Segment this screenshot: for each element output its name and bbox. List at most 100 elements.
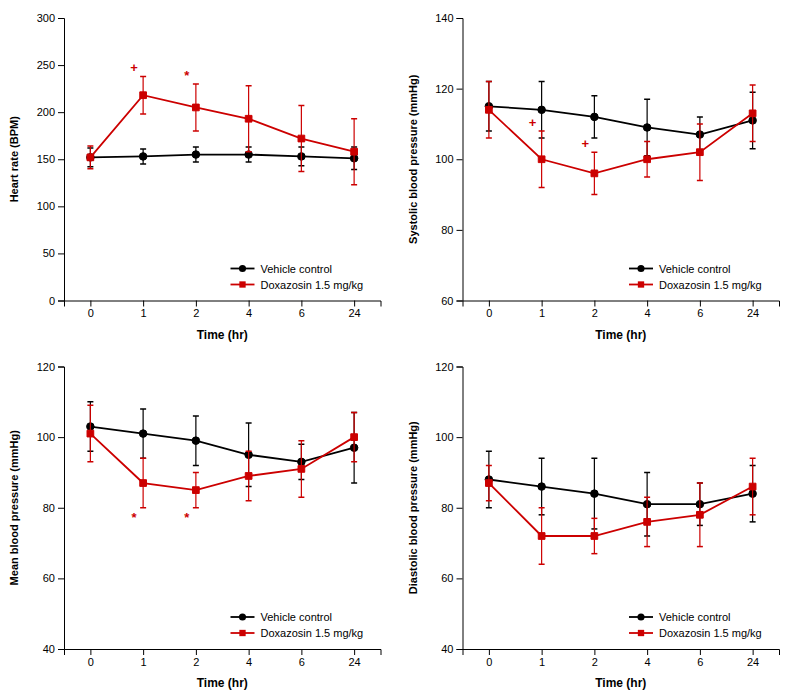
x-tick: 24 (747, 649, 759, 668)
y-tick-mark (58, 253, 64, 254)
x-tick-mark (647, 649, 648, 655)
error-bar-cap (246, 151, 252, 153)
y-tick-label: 40 (43, 643, 55, 655)
x-tick: 1 (141, 301, 147, 320)
legend-label: Doxazosin 1.5 mg/kg (261, 627, 364, 639)
legend-swatch-marker (239, 281, 245, 287)
error-bar-cap (140, 458, 146, 460)
marker (591, 490, 599, 498)
y-tick-label: 100 (37, 200, 55, 212)
y-axis: 050100150200250300 (37, 12, 65, 307)
y-tick: 120 (435, 83, 462, 95)
error-bar-cap (351, 412, 357, 414)
error-bar (193, 416, 199, 465)
error-bar-cap (351, 184, 357, 186)
legend-item: Doxazosin 1.5 mg/kg (629, 627, 762, 639)
y-tick-mark (457, 578, 463, 579)
annotation: * (184, 68, 190, 83)
error-bar-cap (486, 137, 492, 139)
error-bar (351, 412, 357, 461)
x-tick: 6 (299, 301, 305, 320)
error-bar (644, 497, 650, 546)
error-bar (539, 131, 545, 188)
x-tick-label: 24 (747, 656, 759, 668)
y-tick-label: 60 (441, 295, 453, 307)
series (87, 76, 357, 184)
y-axis-title: Mean blood pressure (mmHg) (8, 430, 20, 586)
y-tick-label: 100 (435, 153, 453, 165)
error-bar-cap (697, 546, 703, 548)
error-bar (591, 96, 597, 138)
error-bar (697, 124, 703, 181)
error-bar-cap (486, 507, 492, 509)
x-tick-mark (700, 301, 701, 307)
y-tick-label: 300 (37, 12, 55, 24)
x-tick-label: 6 (697, 307, 703, 319)
y-tick-label: 0 (49, 295, 55, 307)
marker (538, 483, 546, 491)
y-axis-line (457, 19, 464, 302)
error-bar-cap (87, 168, 93, 170)
y-tick-mark (457, 437, 463, 438)
y-tick: 140 (435, 12, 462, 24)
x-tick-label: 24 (349, 307, 361, 319)
x-tick-mark (196, 301, 197, 307)
marker (245, 473, 252, 480)
x-tick: 2 (592, 301, 598, 320)
x-tick: 24 (349, 301, 361, 320)
error-bar-cap (193, 465, 199, 467)
x-tick-mark (700, 649, 701, 655)
y-tick-label: 140 (435, 12, 453, 24)
y-axis-line (58, 19, 65, 302)
x-tick-mark (354, 649, 355, 655)
y-tick: 80 (441, 502, 462, 514)
plot-area (485, 451, 756, 564)
legend-swatch-marker (637, 265, 644, 272)
error-bar-cap (697, 123, 703, 125)
y-axis: 60 80 100 120 140 (435, 12, 463, 307)
error-bar-cap (298, 171, 304, 173)
x-tick-mark (90, 301, 91, 307)
plot-area (87, 76, 358, 184)
marker (245, 115, 252, 122)
x-axis: 0124624 (463, 649, 780, 668)
y-axis-title: Heart rate (BPM) (8, 116, 20, 203)
y-tick-label: 120 (435, 361, 453, 373)
y-tick-mark (58, 112, 64, 113)
error-bar-cap (298, 105, 304, 107)
x-tick-mark (753, 649, 754, 655)
legend: Vehicle controlDoxazosin 1.5 mg/kg (629, 611, 762, 639)
x-tick: 0 (486, 649, 492, 668)
x-tick-mark (594, 649, 595, 655)
y-tick: 0 (49, 295, 64, 307)
marker (140, 92, 147, 99)
y-tick-mark (58, 206, 64, 207)
x-tick: 4 (246, 649, 252, 668)
marker (591, 113, 599, 121)
y-tick-label: 80 (441, 224, 453, 236)
marker (245, 151, 253, 159)
legend-item: Vehicle control (629, 263, 731, 275)
error-bar-cap (539, 130, 545, 132)
legend-swatch-marker (638, 281, 644, 287)
x-tick-label: 24 (349, 656, 361, 668)
error-bar-cap (591, 194, 597, 196)
y-tick-mark (457, 301, 463, 302)
marker (591, 533, 598, 540)
x-tick-label: 1 (539, 307, 545, 319)
error-bar-cap (644, 472, 650, 474)
error-bar-cap (351, 412, 357, 414)
error-bar-cap (591, 151, 597, 153)
legend-label: Vehicle control (261, 263, 333, 275)
error-bar-cap (246, 161, 252, 163)
x-tick-label: 2 (592, 656, 598, 668)
line (489, 106, 753, 134)
annotation: + (130, 60, 138, 75)
series (486, 458, 756, 564)
legend-item: Vehicle control (231, 263, 333, 275)
legend-label: Doxazosin 1.5 mg/kg (659, 279, 762, 291)
error-bar (591, 152, 597, 194)
error-bar-cap (246, 500, 252, 502)
y-tick-mark (58, 65, 64, 66)
error-bar (539, 508, 545, 565)
